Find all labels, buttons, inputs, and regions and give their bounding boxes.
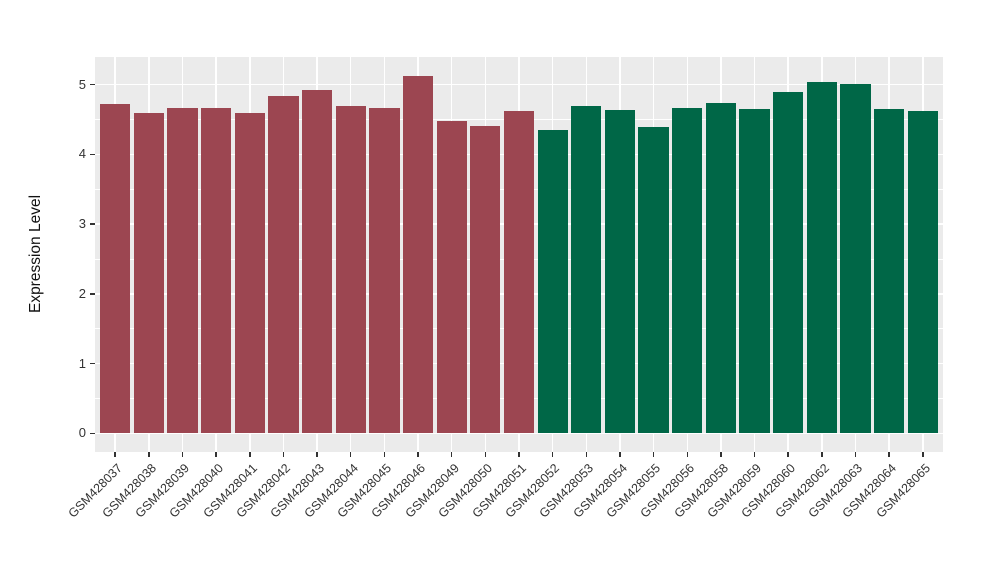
bar-GSM428045 xyxy=(369,107,400,434)
bar-GSM428046 xyxy=(402,75,434,434)
x-tick-mark xyxy=(854,452,857,457)
x-tick-mark xyxy=(114,452,116,457)
x-tick-mark xyxy=(686,452,688,457)
x-tick-mark xyxy=(181,452,184,457)
x-tick-mark xyxy=(753,452,756,457)
x-tick-mark xyxy=(383,452,386,457)
bar-GSM428043 xyxy=(301,89,333,434)
x-tick-mark xyxy=(349,452,352,457)
bar-GSM428063 xyxy=(840,84,871,434)
y-tick-mark xyxy=(90,83,95,86)
x-tick-mark xyxy=(518,452,520,457)
y-tick-label: 2 xyxy=(78,285,86,301)
y-tick-label: 0 xyxy=(78,425,86,441)
bar-GSM428062 xyxy=(806,81,837,434)
bar-GSM428065 xyxy=(907,111,938,434)
bar-GSM428059 xyxy=(739,109,770,434)
bar-GSM428050 xyxy=(470,125,501,434)
x-tick-mark xyxy=(450,452,453,457)
bar-GSM428054 xyxy=(604,109,636,434)
bar-GSM428049 xyxy=(436,120,467,434)
x-tick-mark xyxy=(787,452,789,457)
x-tick-mark xyxy=(282,452,285,457)
x-tick-mark xyxy=(417,452,419,457)
x-tick-mark xyxy=(484,452,487,457)
bar-GSM428040 xyxy=(201,108,232,434)
bar-GSM428039 xyxy=(167,107,198,434)
x-tick-mark xyxy=(585,452,588,457)
bar-GSM428055 xyxy=(638,127,669,434)
x-tick-mark xyxy=(888,452,890,457)
bar-GSM428052 xyxy=(537,130,568,434)
bar-GSM428044 xyxy=(335,106,366,434)
x-tick-mark xyxy=(551,452,554,457)
x-tick-mark xyxy=(316,452,318,457)
bar-GSM428064 xyxy=(874,109,905,434)
y-tick-label: 4 xyxy=(78,146,86,162)
y-tick-label: 5 xyxy=(78,76,86,92)
y-tick-label: 3 xyxy=(78,216,86,232)
y-tick-mark xyxy=(90,432,95,435)
y-tick-mark xyxy=(90,293,95,295)
y-tick-mark xyxy=(90,362,95,365)
bar-GSM428038 xyxy=(133,113,164,434)
bar-GSM428058 xyxy=(705,102,737,434)
bar-GSM428042 xyxy=(268,95,299,434)
y-axis-title-text: Expression Level xyxy=(27,194,44,314)
bar-GSM428056 xyxy=(672,107,703,434)
bar-GSM428060 xyxy=(773,91,804,434)
x-tick-mark xyxy=(922,452,924,457)
x-tick-mark xyxy=(619,452,621,457)
x-tick-mark xyxy=(148,452,150,457)
bar-GSM428037 xyxy=(100,104,131,434)
y-tick-mark xyxy=(90,223,95,225)
x-tick-mark xyxy=(652,452,655,457)
y-tick-mark xyxy=(90,153,95,156)
x-tick-mark xyxy=(720,452,722,457)
x-tick-mark xyxy=(215,452,217,457)
bar-GSM428051 xyxy=(503,111,535,434)
y-tick-label: 1 xyxy=(78,355,86,371)
bar-GSM428053 xyxy=(571,105,602,434)
bar-GSM428041 xyxy=(234,112,265,434)
x-tick-mark xyxy=(821,452,823,457)
x-tick-mark xyxy=(249,452,251,457)
plot-panel xyxy=(95,57,943,452)
